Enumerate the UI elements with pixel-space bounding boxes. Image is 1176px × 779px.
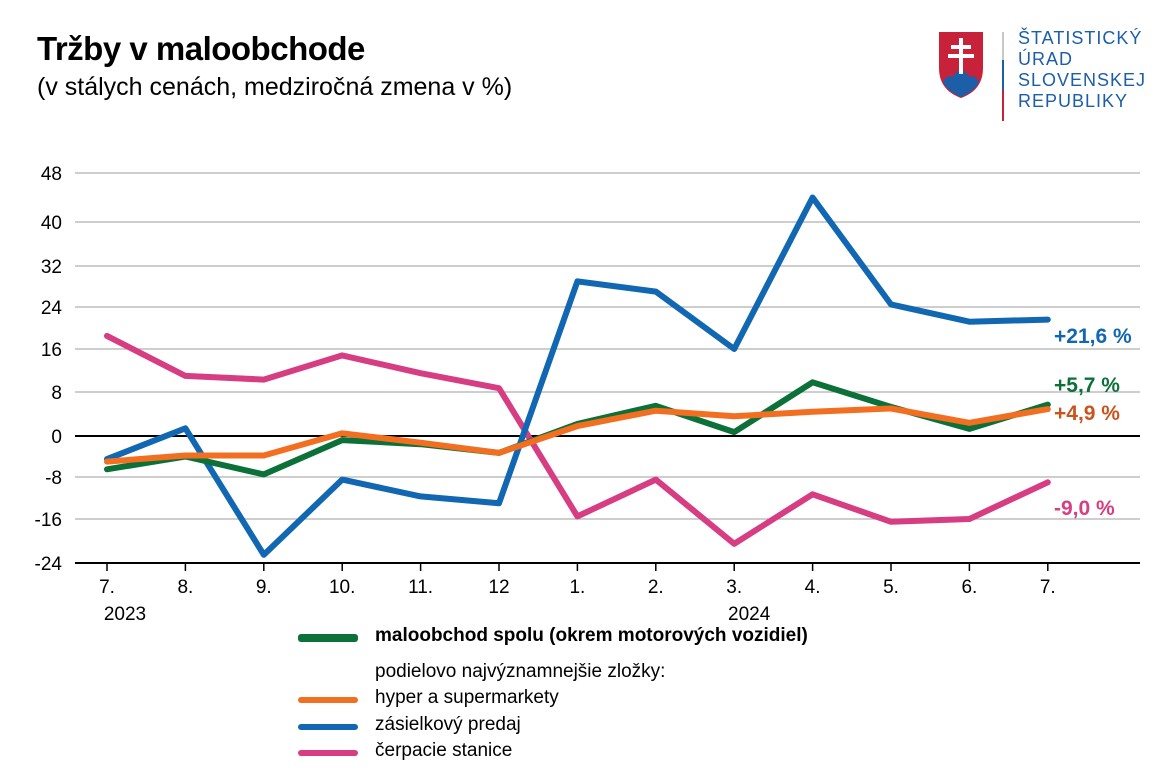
legend-swatch bbox=[298, 724, 358, 730]
x-tick-label: 9. bbox=[256, 577, 272, 598]
y-tick-label: -16 bbox=[35, 510, 62, 531]
y-tick-label: 24 bbox=[41, 298, 63, 319]
y-tick-label: 16 bbox=[41, 340, 62, 361]
x-tick-label: 2. bbox=[648, 577, 664, 598]
legend-swatch bbox=[298, 697, 358, 703]
legend-label: maloobchod spolu (okrem motorových vozid… bbox=[375, 625, 808, 646]
x-tick-label: 1. bbox=[569, 577, 585, 598]
x-year-label: 2023 bbox=[104, 604, 146, 625]
end-value-label: +21,6 % bbox=[1054, 325, 1132, 348]
end-value-label: -9,0 % bbox=[1054, 497, 1115, 520]
x-tick-label: 8. bbox=[177, 577, 193, 598]
legend-swatch bbox=[298, 750, 358, 756]
x-tick-label: 6. bbox=[961, 577, 977, 598]
x-tick-label: 5. bbox=[883, 577, 899, 598]
logo-line: ÚRAD bbox=[1018, 49, 1074, 69]
x-tick-label: 10. bbox=[329, 577, 355, 598]
legend-label: čerpacie stanice bbox=[375, 740, 513, 761]
legend-label: zásielkový predaj bbox=[375, 714, 521, 735]
logo-line: SLOVENSKEJ bbox=[1018, 70, 1147, 90]
x-tick-label: 7. bbox=[1040, 577, 1056, 598]
chart-title: Tržby v maloobchode bbox=[37, 30, 365, 67]
legend-swatch bbox=[298, 634, 358, 642]
y-tick-label: 32 bbox=[41, 257, 62, 278]
end-value-label: +5,7 % bbox=[1054, 374, 1120, 397]
x-tick-label: 12 bbox=[488, 577, 509, 598]
end-value-label: +4,9 % bbox=[1054, 402, 1120, 425]
x-tick-label: 7. bbox=[99, 577, 115, 598]
y-tick-label: -8 bbox=[45, 468, 62, 489]
x-tick-label: 3. bbox=[726, 577, 742, 598]
y-tick-label: -24 bbox=[35, 554, 63, 575]
legend-label: hyper a supermarkety bbox=[375, 687, 559, 708]
logo-text: ŠTATISTICKÝ ÚRAD SLOVENSKEJ REPUBLIKY bbox=[1018, 28, 1146, 112]
y-tick-label: 40 bbox=[41, 213, 62, 234]
series-line-3 bbox=[104, 332, 1051, 547]
y-tick-label: 0 bbox=[51, 427, 62, 448]
chart-subtitle: (v stálych cenách, medziročná zmena v %) bbox=[37, 73, 513, 101]
logo-line: ŠTATISTICKÝ bbox=[1018, 28, 1143, 48]
x-tick-label: 4. bbox=[805, 577, 821, 598]
logo-line: REPUBLIKY bbox=[1018, 91, 1129, 111]
y-tick-label: 8 bbox=[51, 383, 62, 404]
coat-of-arms-logo bbox=[939, 32, 1004, 121]
x-year-label: 2024 bbox=[728, 604, 771, 625]
x-tick-label: 11. bbox=[408, 577, 433, 598]
legend-subheading: podielovo najvýznamnejšie zložky: bbox=[375, 661, 666, 682]
y-tick-label: 48 bbox=[41, 164, 62, 185]
